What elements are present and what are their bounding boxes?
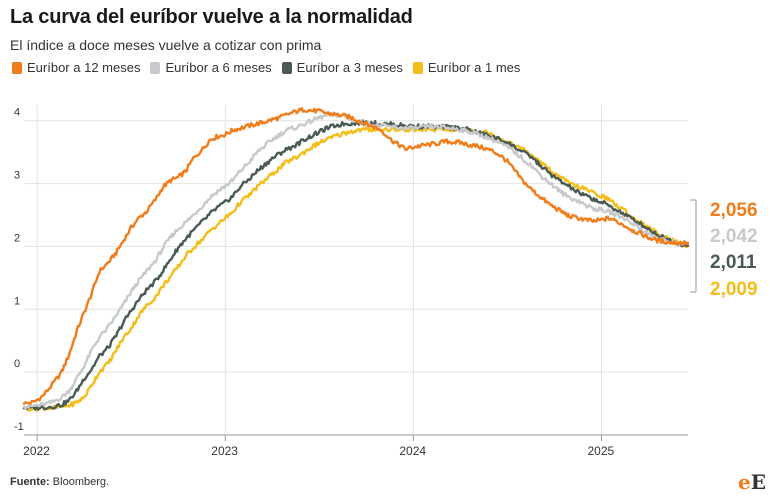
y-tick-label: 4 xyxy=(14,107,20,119)
legend-item-3m: Euríbor a 3 meses xyxy=(281,60,403,75)
legend-label-3m: Euríbor a 3 meses xyxy=(296,60,403,75)
x-tick-label: 2025 xyxy=(587,444,614,458)
source-note: Fuente: Bloomberg. xyxy=(10,476,109,488)
legend: Euríbor a 12 meses Euríbor a 6 meses Eur… xyxy=(12,60,520,75)
chart-subtitle: El índice a doce meses vuelve a cotizar … xyxy=(10,37,322,53)
brand-logo: eE xyxy=(738,470,766,494)
end-value-label: 2,009 xyxy=(710,279,758,300)
y-tick-label: 0 xyxy=(14,358,20,370)
legend-item-1m: Euríbor a 1 mes xyxy=(412,60,521,75)
legend-label-12m: Euríbor a 12 meses xyxy=(27,60,141,75)
series-line-eur-bor-a-6-meses xyxy=(22,111,690,410)
legend-swatch-6m xyxy=(150,61,161,74)
legend-label-6m: Euríbor a 6 meses xyxy=(165,60,272,75)
y-tick-label: 1 xyxy=(14,295,20,307)
end-value-label: 2,011 xyxy=(710,252,757,273)
legend-item-12m: Euríbor a 12 meses xyxy=(12,60,140,75)
y-tick-label: 2 xyxy=(14,232,20,244)
x-tick-label: 2024 xyxy=(399,444,426,458)
legend-swatch-12m xyxy=(12,61,22,74)
legend-label-1m: Euríbor a 1 mes xyxy=(427,60,521,75)
legend-swatch-3m xyxy=(281,61,292,74)
y-tick-label: -1 xyxy=(14,421,24,433)
end-value-label: 2,056 xyxy=(710,200,758,221)
x-tick-label: 2023 xyxy=(211,444,238,458)
series-line-eur-bor-a-12-meses xyxy=(22,107,690,405)
end-value-label: 2,042 xyxy=(710,226,758,247)
chart-title: La curva del euríbor vuelve a la normali… xyxy=(10,6,413,28)
x-tick-label: 2022 xyxy=(23,444,50,458)
series-line-eur-bor-a-3-meses xyxy=(22,119,690,411)
series-line-eur-bor-a-1-mes xyxy=(22,126,690,412)
source-value: Bloomberg. xyxy=(52,476,110,488)
legend-item-6m: Euríbor a 6 meses xyxy=(150,60,272,75)
legend-swatch-1m xyxy=(412,61,423,74)
y-tick-label: 3 xyxy=(14,170,20,182)
source-label: Fuente: xyxy=(10,476,50,488)
